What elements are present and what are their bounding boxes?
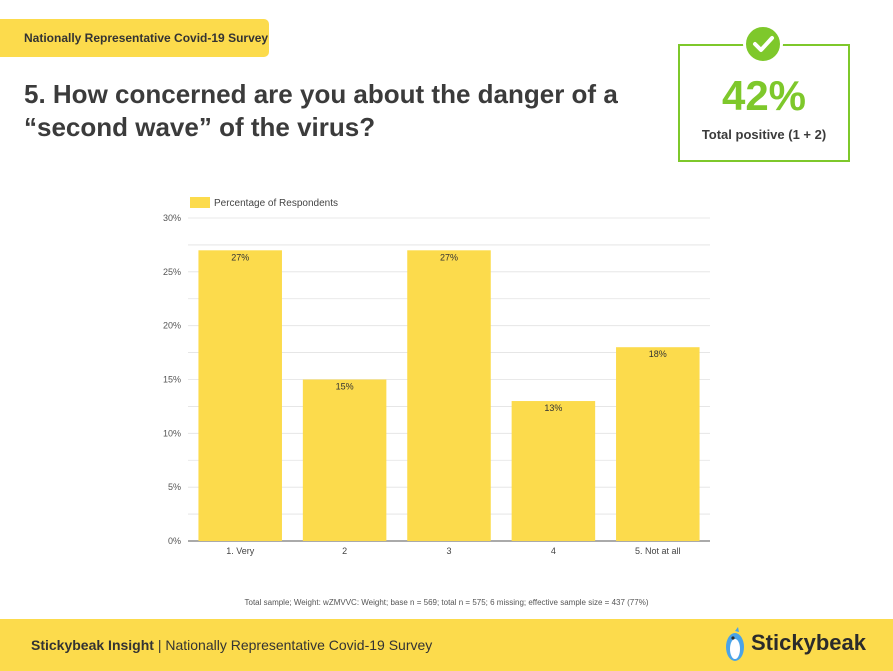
y-tick-label: 30% bbox=[163, 213, 181, 223]
legend-label: Percentage of Respondents bbox=[214, 198, 338, 209]
footer-subtitle: Nationally Representative Covid-19 Surve… bbox=[165, 637, 433, 653]
bird-logo-icon bbox=[726, 627, 744, 661]
data-label: 18% bbox=[649, 349, 667, 359]
bar bbox=[511, 401, 596, 541]
survey-tag-label: Nationally Representative Covid-19 Surve… bbox=[24, 31, 269, 45]
x-tick-label: 4 bbox=[551, 546, 556, 556]
x-tick-label: 3 bbox=[446, 546, 451, 556]
y-tick-label: 5% bbox=[168, 482, 181, 492]
y-tick-label: 0% bbox=[168, 536, 181, 546]
stat-value: 42% bbox=[721, 72, 807, 119]
bar bbox=[198, 250, 282, 542]
footer-brand: Stickybeak Insight bbox=[31, 637, 154, 653]
x-tick-label: 1. Very bbox=[226, 546, 255, 556]
stat-caption: Total positive (1 + 2) bbox=[701, 127, 827, 142]
data-label: 13% bbox=[544, 403, 562, 413]
data-label: 27% bbox=[440, 252, 458, 262]
page-title: 5. How concerned are you about the dange… bbox=[24, 79, 618, 142]
footnote: Total sample; Weight: wZMVVC: Weight; ba… bbox=[244, 598, 649, 607]
brand-logo-text: Stickybeak bbox=[751, 630, 866, 655]
check-icon bbox=[743, 24, 783, 64]
y-tick-label: 20% bbox=[163, 321, 181, 331]
bar bbox=[616, 347, 700, 541]
x-tick-label: 2 bbox=[342, 546, 347, 556]
data-label: 15% bbox=[336, 382, 354, 392]
footer-bar bbox=[0, 619, 893, 671]
bar bbox=[407, 250, 491, 542]
y-tick-label: 25% bbox=[163, 267, 181, 277]
footer-separator: | bbox=[153, 637, 166, 653]
legend-swatch bbox=[190, 197, 210, 208]
y-tick-label: 15% bbox=[163, 375, 181, 385]
x-tick-label: 5. Not at all bbox=[635, 546, 681, 556]
y-tick-label: 10% bbox=[163, 428, 181, 438]
bar bbox=[302, 379, 387, 541]
survey-tag: Nationally Representative Covid-19 Surve… bbox=[0, 19, 269, 57]
footer-text: Stickybeak Insight | Nationally Represen… bbox=[31, 637, 432, 653]
bar-chart: 0% 5% 10% 15% 20% 25% 30% 27% 1. Very 15% 2 27% 3 13%… bbox=[163, 197, 710, 556]
data-label: 27% bbox=[231, 252, 249, 262]
